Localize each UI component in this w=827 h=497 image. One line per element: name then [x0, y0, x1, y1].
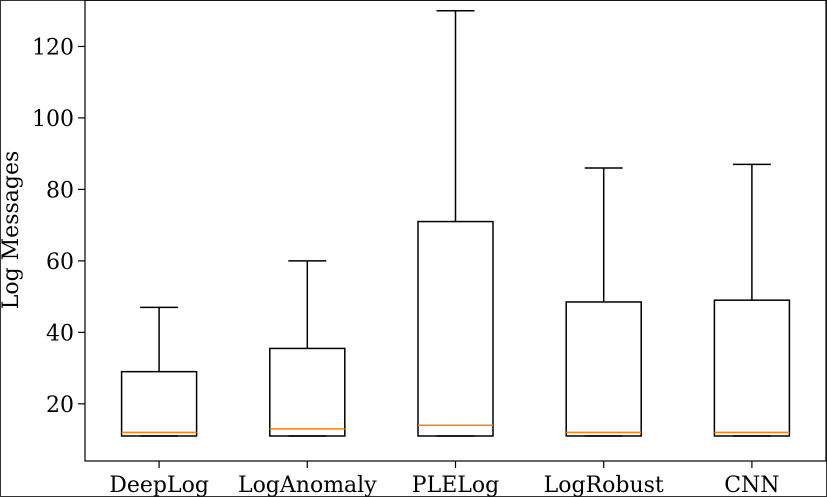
box-logrobust [565, 167, 642, 437]
y-axis: 20 40 60 80 100 120 [32, 35, 85, 418]
iqr-box-loganomaly [269, 347, 346, 437]
iqr-box-logrobust [565, 301, 642, 437]
x-tick-label-deeplog: DeepLog [109, 473, 209, 497]
iqr-box-deeplog [120, 370, 198, 437]
y-tick-label-60: 60 [46, 250, 74, 275]
y-axis-label: Log Messages [0, 151, 24, 310]
y-tick-label-120: 120 [32, 35, 74, 60]
x-axis: DeepLog LogAnomaly PLELog LogRobust CNN [109, 461, 780, 497]
y-tick-label-20: 20 [46, 393, 74, 418]
y-tick-label-40: 40 [46, 321, 74, 346]
y-tick-label-80: 80 [46, 178, 74, 203]
iqr-box-plelog [417, 220, 494, 437]
x-tick-label-loganomaly: LogAnomaly [238, 473, 377, 497]
y-tick-label-100: 100 [32, 107, 74, 132]
box-plelog [417, 9, 494, 437]
x-tick-label-logrobust: LogRobust [544, 473, 664, 497]
x-tick-label-plelog: PLELog [412, 473, 499, 497]
box-deeplog [120, 306, 198, 437]
boxes [120, 9, 791, 437]
box-loganomaly [269, 260, 346, 437]
x-tick-label-cnn: CNN [724, 473, 779, 497]
iqr-box-cnn [713, 299, 791, 437]
box-cnn [713, 163, 791, 437]
